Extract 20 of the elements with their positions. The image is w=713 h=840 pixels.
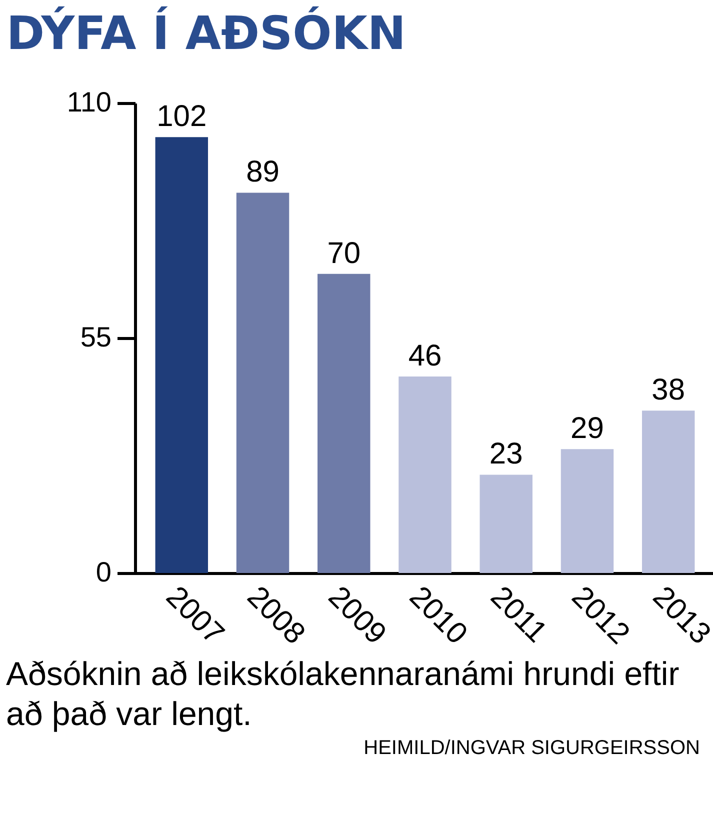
data-label: 89 (246, 156, 280, 189)
y-tick-label: 55 (80, 322, 112, 352)
data-label: 70 (327, 236, 361, 270)
bar (560, 449, 614, 573)
data-label: 38 (652, 374, 686, 407)
y-tick-label: 110 (66, 86, 112, 118)
bar (155, 137, 208, 573)
bar (318, 274, 370, 573)
data-label: 29 (570, 412, 604, 446)
data-label: 46 (408, 339, 442, 372)
text: HEIMILD/INGVAR SIGURGEIRSSON (362, 737, 700, 760)
chart-title: DÝFA Í AÐSÓKN (6, 6, 406, 60)
bar (642, 410, 695, 573)
data-label: 102 (156, 100, 207, 134)
text: Aðsóknin að leikskólakennaranámi hrundi eftir að það var lengt. (6, 654, 680, 734)
data-label: 23 (489, 438, 523, 471)
bar (480, 474, 532, 573)
y-tick-label: 0 (96, 556, 112, 588)
bar (398, 376, 452, 573)
bar (236, 192, 290, 573)
